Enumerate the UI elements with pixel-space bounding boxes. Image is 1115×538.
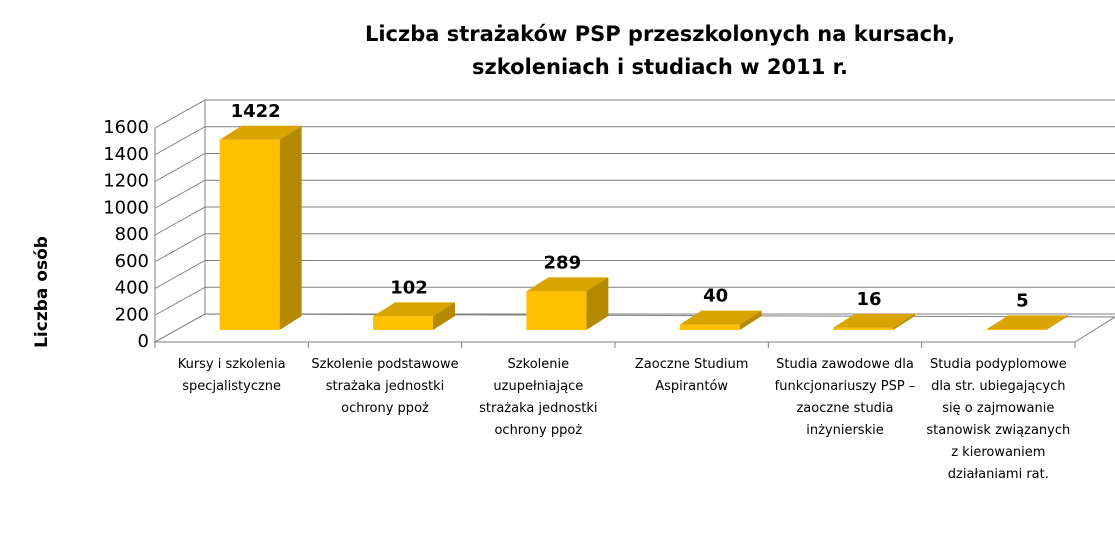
y-tick-label: 200 bbox=[115, 304, 149, 325]
bar bbox=[833, 313, 915, 330]
chart-title: Liczba strażaków PSP przeszkolonych na k… bbox=[364, 22, 956, 79]
bar bbox=[526, 277, 609, 330]
bar-front bbox=[833, 327, 893, 330]
grid-line bbox=[154, 153, 1115, 182]
value-label: 5 bbox=[1016, 290, 1029, 311]
y-tick-label: 1000 bbox=[103, 197, 149, 218]
grid-line bbox=[154, 126, 1115, 156]
bar-side bbox=[739, 310, 762, 330]
value-label: 289 bbox=[544, 252, 582, 273]
bar-top bbox=[833, 313, 915, 328]
bar-side bbox=[279, 125, 302, 331]
bar-side bbox=[893, 313, 915, 330]
grid-line bbox=[154, 313, 1115, 343]
bar-front bbox=[986, 329, 1047, 330]
bar-top bbox=[526, 277, 609, 292]
bar bbox=[986, 315, 1069, 330]
y-tick-label: 1200 bbox=[103, 171, 149, 192]
bar-front bbox=[679, 324, 740, 330]
bar-top bbox=[219, 125, 302, 140]
bar-front bbox=[219, 139, 280, 330]
value-label: 16 bbox=[856, 289, 881, 310]
x-tick-label: Szkolenie podstawowe strażaka jednostki … bbox=[311, 357, 459, 416]
grid-line bbox=[154, 233, 1115, 263]
grid-line bbox=[154, 179, 1115, 209]
floor bbox=[153, 313, 1115, 343]
y-tick-label: 800 bbox=[115, 224, 149, 245]
y-tick-label: 600 bbox=[115, 251, 149, 272]
bar-top bbox=[373, 302, 455, 317]
bar-side bbox=[433, 302, 455, 330]
bar bbox=[679, 310, 762, 330]
y-axis-title: Liczba osób bbox=[32, 236, 52, 348]
value-label: 40 bbox=[703, 286, 728, 307]
bar-front bbox=[526, 291, 587, 330]
grid-line bbox=[154, 286, 1115, 316]
value-label: 1422 bbox=[231, 101, 281, 122]
x-tick-label: Szkolenie uzupełniające strażaka jednost… bbox=[479, 357, 598, 438]
value-label: 102 bbox=[390, 277, 428, 298]
y-tick-label: 400 bbox=[115, 278, 149, 299]
bar-side bbox=[586, 277, 609, 330]
y-tick-label: 1600 bbox=[103, 117, 149, 138]
bar-side bbox=[1046, 315, 1069, 330]
bar-top bbox=[986, 315, 1069, 330]
bar-front bbox=[373, 316, 433, 330]
bar-top bbox=[679, 310, 762, 325]
bar bbox=[219, 125, 302, 331]
x-tick-label: Zaoczne Studium Aspirantów bbox=[634, 357, 749, 394]
x-tick-label: Studia zawodowe dla funkcjonariuszy PSP … bbox=[774, 357, 916, 438]
grid-line bbox=[154, 260, 1115, 289]
x-tick-label: Studia podyplomowe dla str. ubiegających… bbox=[926, 357, 1071, 482]
y-tick-label: 0 bbox=[138, 331, 149, 352]
grid-line bbox=[154, 99, 1115, 129]
bar bbox=[373, 302, 455, 330]
x-tick-label: Kursy i szkolenia specjalistyczne bbox=[177, 357, 286, 394]
grid-line bbox=[154, 206, 1115, 236]
y-tick-label: 1400 bbox=[103, 144, 149, 165]
